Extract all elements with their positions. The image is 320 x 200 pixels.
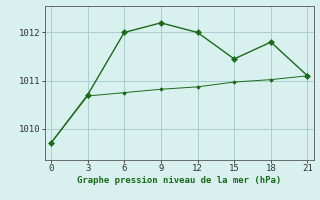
X-axis label: Graphe pression niveau de la mer (hPa): Graphe pression niveau de la mer (hPa) — [77, 176, 281, 185]
